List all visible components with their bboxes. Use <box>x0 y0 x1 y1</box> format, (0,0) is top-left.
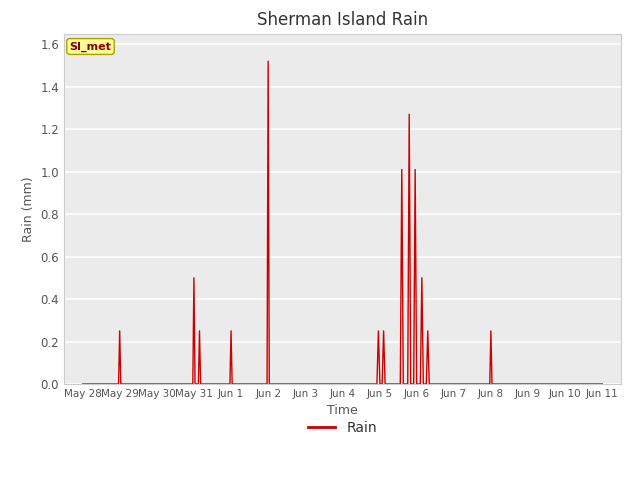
X-axis label: Time: Time <box>327 405 358 418</box>
Title: Sherman Island Rain: Sherman Island Rain <box>257 11 428 29</box>
Y-axis label: Rain (mm): Rain (mm) <box>22 176 35 241</box>
Legend: Rain: Rain <box>302 415 383 440</box>
Text: SI_met: SI_met <box>70 41 111 52</box>
